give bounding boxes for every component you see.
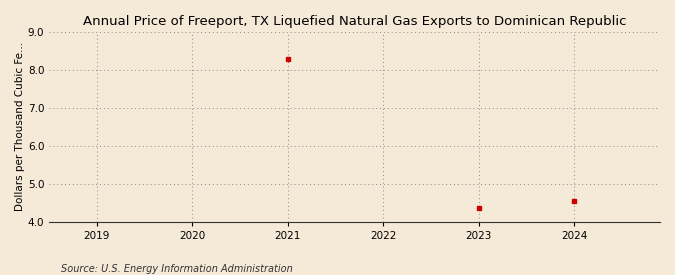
Text: Source: U.S. Energy Information Administration: Source: U.S. Energy Information Administ…: [61, 264, 292, 274]
Title: Annual Price of Freeport, TX Liquefied Natural Gas Exports to Dominican Republic: Annual Price of Freeport, TX Liquefied N…: [83, 15, 626, 28]
Y-axis label: Dollars per Thousand Cubic Fe...: Dollars per Thousand Cubic Fe...: [15, 42, 25, 211]
